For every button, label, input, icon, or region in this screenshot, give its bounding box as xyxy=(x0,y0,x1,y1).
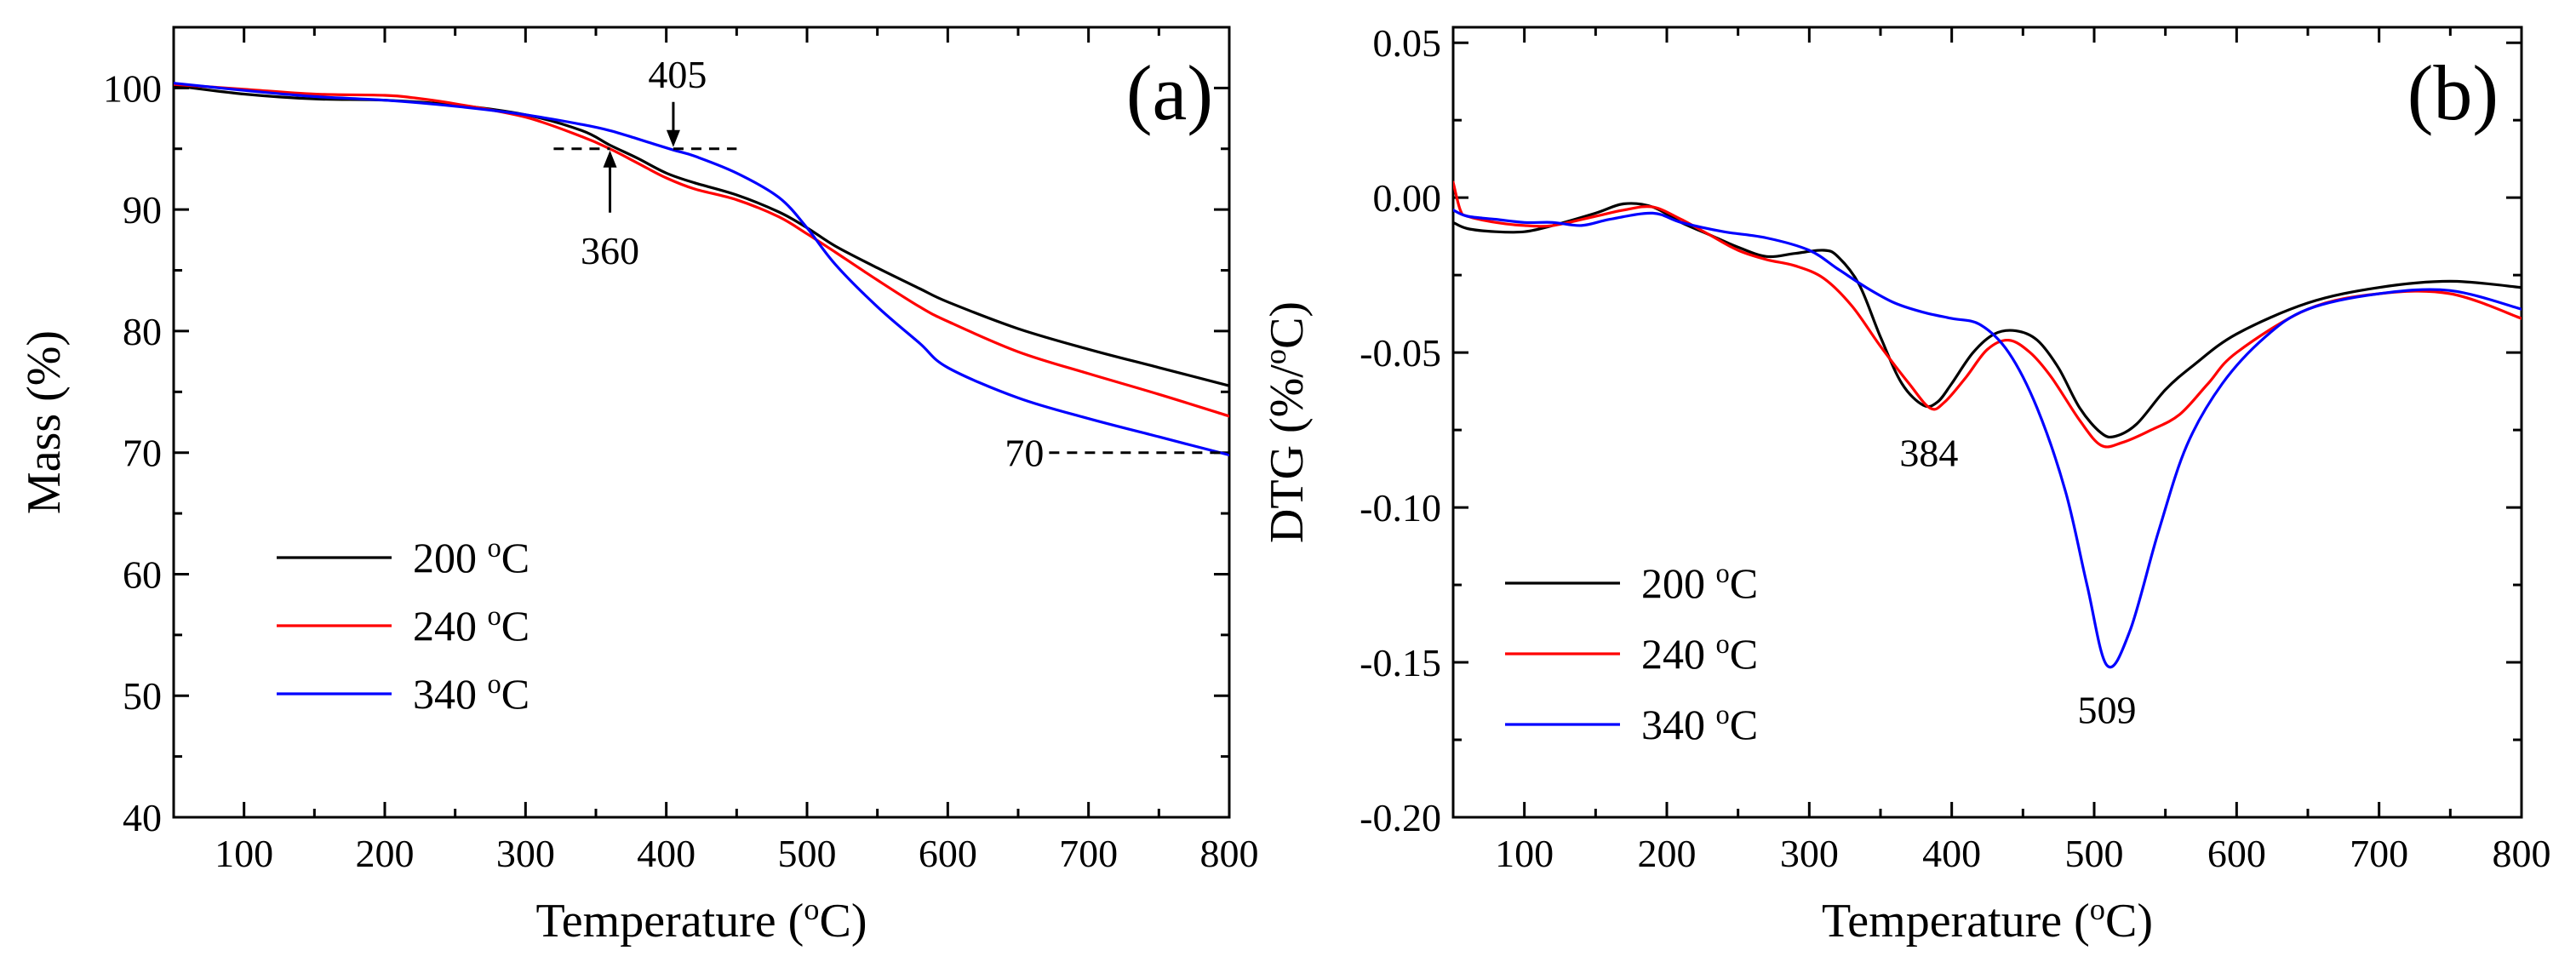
x-axis-label-a: Temperature (oC) xyxy=(536,892,867,948)
annotation-label-405: 405 xyxy=(648,53,707,96)
plot-frame-a xyxy=(172,26,1231,819)
x-tick-label-a: 400 xyxy=(637,832,696,875)
x-tick-label-a: 600 xyxy=(919,832,977,875)
x-axis-label-b: Temperature (oC) xyxy=(1822,892,2153,948)
y-tick-label-a: 80 xyxy=(123,310,162,353)
y-tick-label-b: -0.15 xyxy=(1360,641,1441,684)
y-tick-label-b: -0.20 xyxy=(1360,796,1441,839)
annotation-arrowhead-405 xyxy=(666,129,680,147)
series-line-b-1 xyxy=(1453,180,2522,449)
series-line-a-0 xyxy=(174,83,1229,387)
y-axis-label-a: Mass (%) xyxy=(18,330,71,514)
series-group-b xyxy=(1453,180,2522,669)
plot-frame-b xyxy=(1451,26,2523,819)
series-line-a-2 xyxy=(174,82,1229,457)
y-tick-label-a: 50 xyxy=(123,674,162,718)
x-tick-label-b: 100 xyxy=(1495,832,1554,875)
x-tick-label-a: 700 xyxy=(1059,832,1118,875)
y-tick-label-b: -0.10 xyxy=(1360,486,1441,530)
x-tick-label-b: 200 xyxy=(1638,832,1697,875)
series-line-a-1 xyxy=(174,83,1229,418)
x-tick-label-a: 200 xyxy=(356,832,415,875)
x-tick-label-b: 500 xyxy=(2065,832,2124,875)
x-tick-label-a: 100 xyxy=(215,832,273,875)
x-tick-label-b: 800 xyxy=(2493,832,2551,875)
x-tick-label-b: 400 xyxy=(1922,832,1981,875)
y-tick-label-a: 90 xyxy=(123,188,162,232)
annotation-arrowhead-360 xyxy=(603,150,617,168)
y-tick-label-b: 0.00 xyxy=(1373,176,1442,220)
y-tick-label-a: 40 xyxy=(123,796,162,839)
series-group-a xyxy=(174,82,1229,457)
x-tick-label-b: 300 xyxy=(1780,832,1839,875)
legend-label-a-2: 340 oC xyxy=(413,669,530,718)
x-tick-label-a: 300 xyxy=(496,832,555,875)
panel-b: 100 200 300 400 500 600 700 800 -0.20 -0.15 -0.10 -… xyxy=(1258,21,2551,948)
y-tick-label-b: 0.05 xyxy=(1373,21,1442,65)
annotation-label-360: 360 xyxy=(581,229,639,272)
x-tick-label-a: 800 xyxy=(1200,832,1259,875)
panel-label-b: (b) xyxy=(2407,49,2499,136)
x-tick-label-b: 700 xyxy=(2350,832,2408,875)
series-line-b-2 xyxy=(1453,209,2522,669)
y-tick-label-a: 70 xyxy=(123,432,162,475)
y-tick-label-a: 60 xyxy=(123,552,162,596)
x-tick-label-a: 500 xyxy=(778,832,837,875)
x-tick-label-b: 600 xyxy=(2207,832,2266,875)
y-tick-label-b: -0.05 xyxy=(1360,331,1441,375)
annotation-label-509: 509 xyxy=(2078,689,2137,732)
legend-label-b-1: 240 oC xyxy=(1641,629,1758,678)
legend-label-b-0: 200 oC xyxy=(1641,558,1758,607)
series-line-b-0 xyxy=(1453,202,2522,439)
y-tick-label-a: 100 xyxy=(103,66,162,110)
panel-label-a: (a) xyxy=(1126,49,1213,136)
annotation-label-70: 70 xyxy=(1005,432,1044,475)
legend-label-a-1: 240 oC xyxy=(413,601,530,650)
annotation-label-384: 384 xyxy=(1899,432,1958,475)
legend-label-a-0: 200 oC xyxy=(413,533,530,581)
legend-label-b-2: 340 oC xyxy=(1641,700,1758,748)
panel-a: 100 200 300 400 500 600 700 800 40 50 60 70 80 90 100 T… xyxy=(18,26,1259,948)
y-axis-label-b: DTG (%/oC) xyxy=(1258,301,1314,543)
